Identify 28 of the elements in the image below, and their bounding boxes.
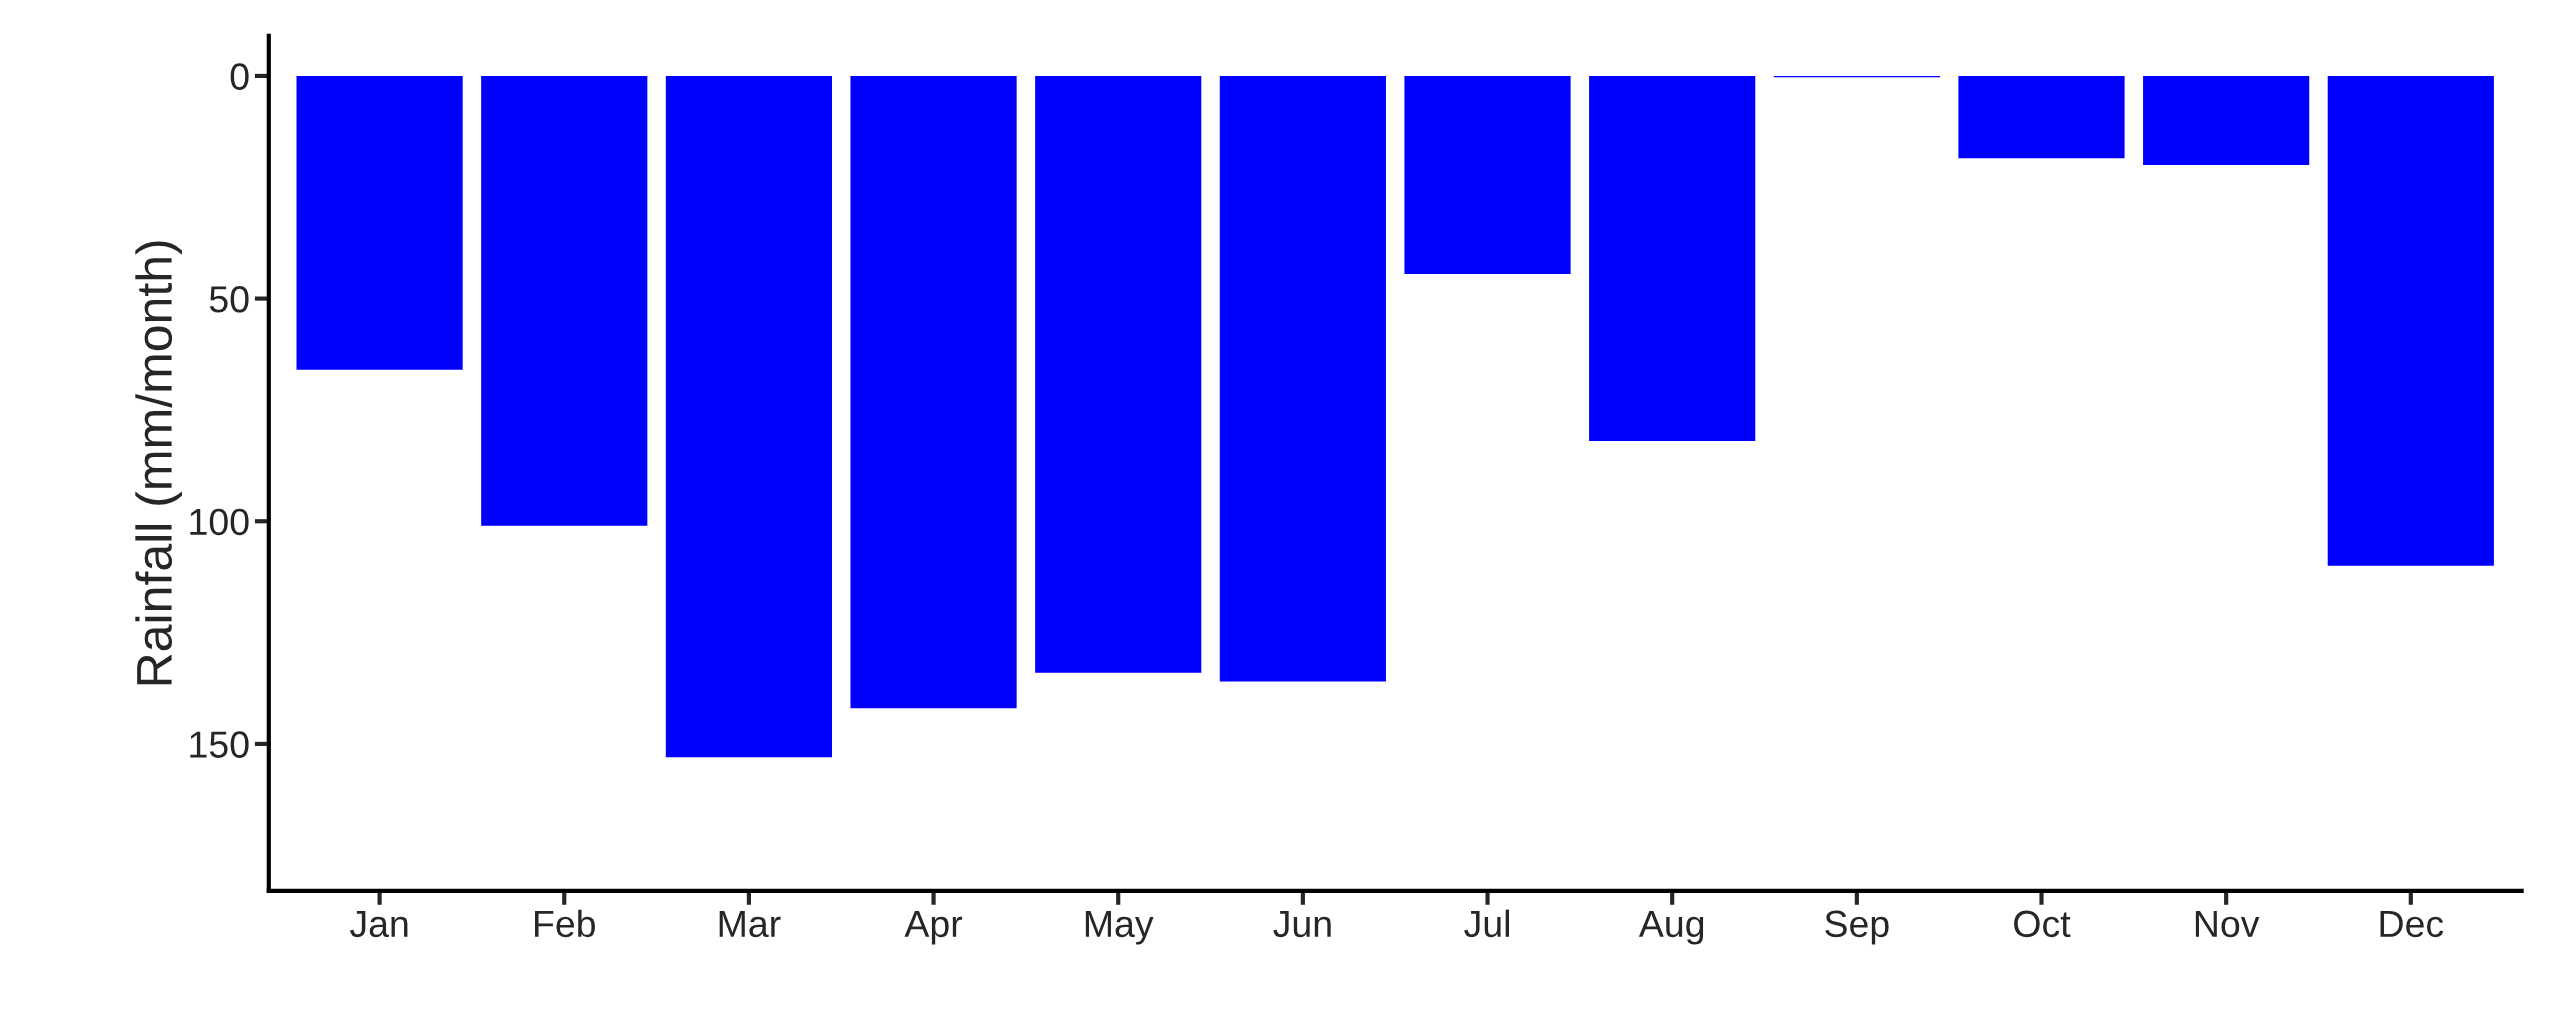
bar [2327,75,2494,566]
bar [481,75,648,526]
x-tick-label: Apr [904,911,963,945]
x-tick-label: Jan [349,911,408,938]
y-axis-title: Rainfall (mm/month) [135,241,182,685]
x-tick-label: Dec [2380,911,2444,938]
y-tick-label: 0 [230,63,249,90]
y-tick-label: 50 [209,285,249,313]
x-tick-label: Nov [2195,911,2260,938]
bar [665,75,832,758]
x-tick-label: Jul [1464,909,1509,938]
bar [1589,75,1756,442]
x-tick-label: Oct [2014,910,2071,938]
bar [1404,75,1571,275]
bar [1958,75,2125,159]
y-tick-label: 150 [190,731,249,758]
bar [1035,75,1202,673]
x-tick-label: Feb [535,909,595,938]
x-tick-label: Jun [1273,911,1331,938]
x-tick-label: Aug [1638,911,1704,945]
x-tick-label: May [1085,911,1154,945]
y-tick-label: 100 [190,508,249,536]
bar [296,75,463,370]
x-tick-label: Mar [719,911,781,938]
bar [1219,75,1386,682]
x-tick-label: Sep [1825,910,1889,945]
bar [2143,75,2310,165]
bar [850,75,1017,709]
